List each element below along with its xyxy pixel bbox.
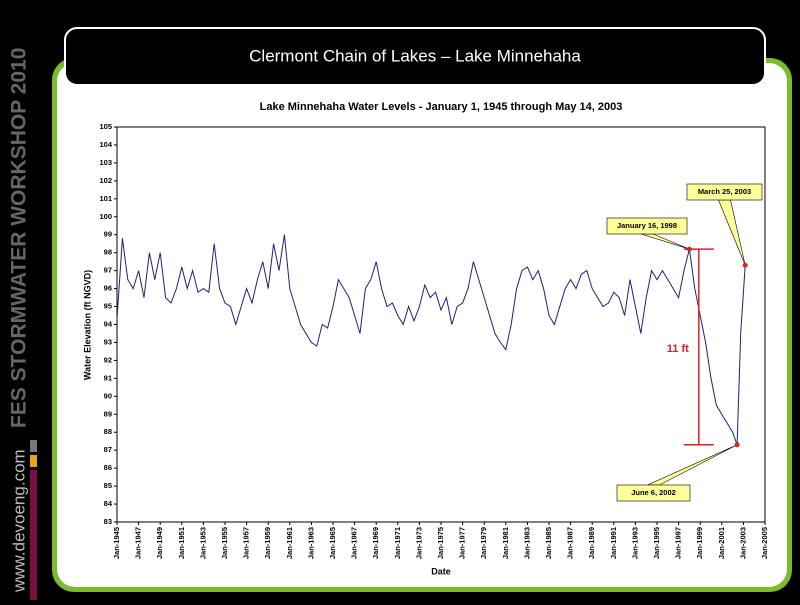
y-tick-label: 83 — [104, 517, 112, 526]
x-tick-label: Jan-1983 — [522, 527, 531, 559]
x-tick-label: Jan-1963 — [306, 527, 315, 559]
callout-label: June 6, 2002 — [631, 488, 676, 497]
range-label: 11 ft — [667, 343, 689, 355]
annotated-point — [686, 246, 692, 252]
x-tick-label: Jan-2005 — [760, 527, 769, 559]
water-level-line — [116, 234, 746, 445]
x-tick-label: Jan-1965 — [328, 527, 337, 559]
y-tick-label: 94 — [104, 319, 113, 328]
y-tick-label: 97 — [104, 266, 112, 275]
title-box — [64, 27, 766, 86]
slide-title: Clermont Chain of Lakes – Lake Minnehaha — [249, 46, 581, 65]
callout-box — [616, 484, 691, 502]
callout-label: March 25, 2003 — [698, 187, 751, 196]
x-tick-label: Jan-1947 — [134, 527, 143, 559]
sidebar-title: FES STORMWATER WORKSHOP 2010 — [8, 48, 31, 428]
y-tick-label: 100 — [99, 212, 112, 221]
y-tick-label: 102 — [99, 176, 112, 185]
x-tick-label: Jan-1959 — [263, 527, 272, 559]
x-axis-label: Date — [431, 566, 451, 576]
y-tick-label: 103 — [99, 158, 112, 167]
y-tick-label: 84 — [104, 499, 113, 508]
panel — [57, 63, 787, 587]
callout-box — [686, 183, 763, 201]
y-tick-label: 105 — [99, 122, 112, 131]
x-tick-label: Jan-1987 — [566, 527, 575, 559]
x-tick-label: Jan-1975 — [436, 527, 445, 559]
x-tick-label: Jan-1953 — [198, 527, 207, 559]
y-tick-label: 88 — [104, 427, 112, 436]
x-tick-label: Jan-1979 — [479, 527, 488, 559]
x-tick-label: Jan-1955 — [220, 527, 229, 559]
x-tick-label: Jan-1967 — [350, 527, 359, 559]
y-tick-label: 87 — [104, 445, 112, 454]
y-tick-label: 89 — [104, 409, 112, 418]
callout-box — [606, 217, 688, 235]
callout-label: January 16, 1998 — [617, 221, 677, 230]
chart-title: Lake Minnehaha Water Levels - January 1,… — [260, 101, 623, 113]
y-tick-label: 85 — [104, 481, 112, 490]
y-tick-label: 95 — [104, 302, 112, 311]
y-tick-label: 90 — [104, 391, 112, 400]
accent-bar — [30, 470, 37, 600]
annotated-point — [734, 442, 740, 448]
x-tick-label: Jan-1981 — [501, 527, 510, 559]
website: www.devoeng.com — [9, 449, 28, 593]
accent-square — [30, 440, 37, 452]
x-tick-label: Jan-1991 — [609, 527, 618, 559]
y-tick-label: 96 — [104, 284, 112, 293]
x-tick-label: Jan-1989 — [587, 527, 596, 559]
x-tick-label: Jan-1999 — [695, 527, 704, 559]
x-tick-label: Jan-1951 — [177, 527, 186, 559]
x-tick-label: Jan-1969 — [371, 527, 380, 559]
x-tick-label: Jan-2001 — [717, 527, 726, 559]
y-tick-label: 91 — [104, 373, 112, 382]
x-tick-label: Jan-1961 — [285, 527, 294, 559]
y-axis-label: Water Elevation (ft NGVD) — [82, 270, 92, 380]
y-tick-label: 86 — [104, 463, 112, 472]
x-tick-label: Jan-1973 — [414, 527, 423, 559]
x-tick-label: Jan-1993 — [630, 527, 639, 559]
x-tick-label: Jan-1945 — [112, 527, 121, 559]
x-tick-label: Jan-1985 — [544, 527, 553, 559]
x-tick-label: Jan-1995 — [652, 527, 661, 559]
accent-square — [30, 455, 37, 467]
y-tick-label: 93 — [104, 337, 112, 346]
y-tick-label: 98 — [104, 248, 112, 257]
annotated-point — [742, 262, 748, 268]
y-tick-label: 101 — [99, 194, 112, 203]
x-tick-label: Jan-1997 — [674, 527, 683, 559]
x-tick-label: Jan-1977 — [458, 527, 467, 559]
y-tick-label: 99 — [104, 230, 112, 239]
x-tick-label: Jan-1971 — [393, 527, 402, 559]
y-tick-label: 104 — [99, 140, 112, 149]
y-tick-label: 92 — [104, 355, 112, 364]
x-tick-label: Jan-1949 — [155, 527, 164, 559]
x-tick-label: Jan-2003 — [738, 527, 747, 559]
x-tick-label: Jan-1957 — [242, 527, 251, 559]
